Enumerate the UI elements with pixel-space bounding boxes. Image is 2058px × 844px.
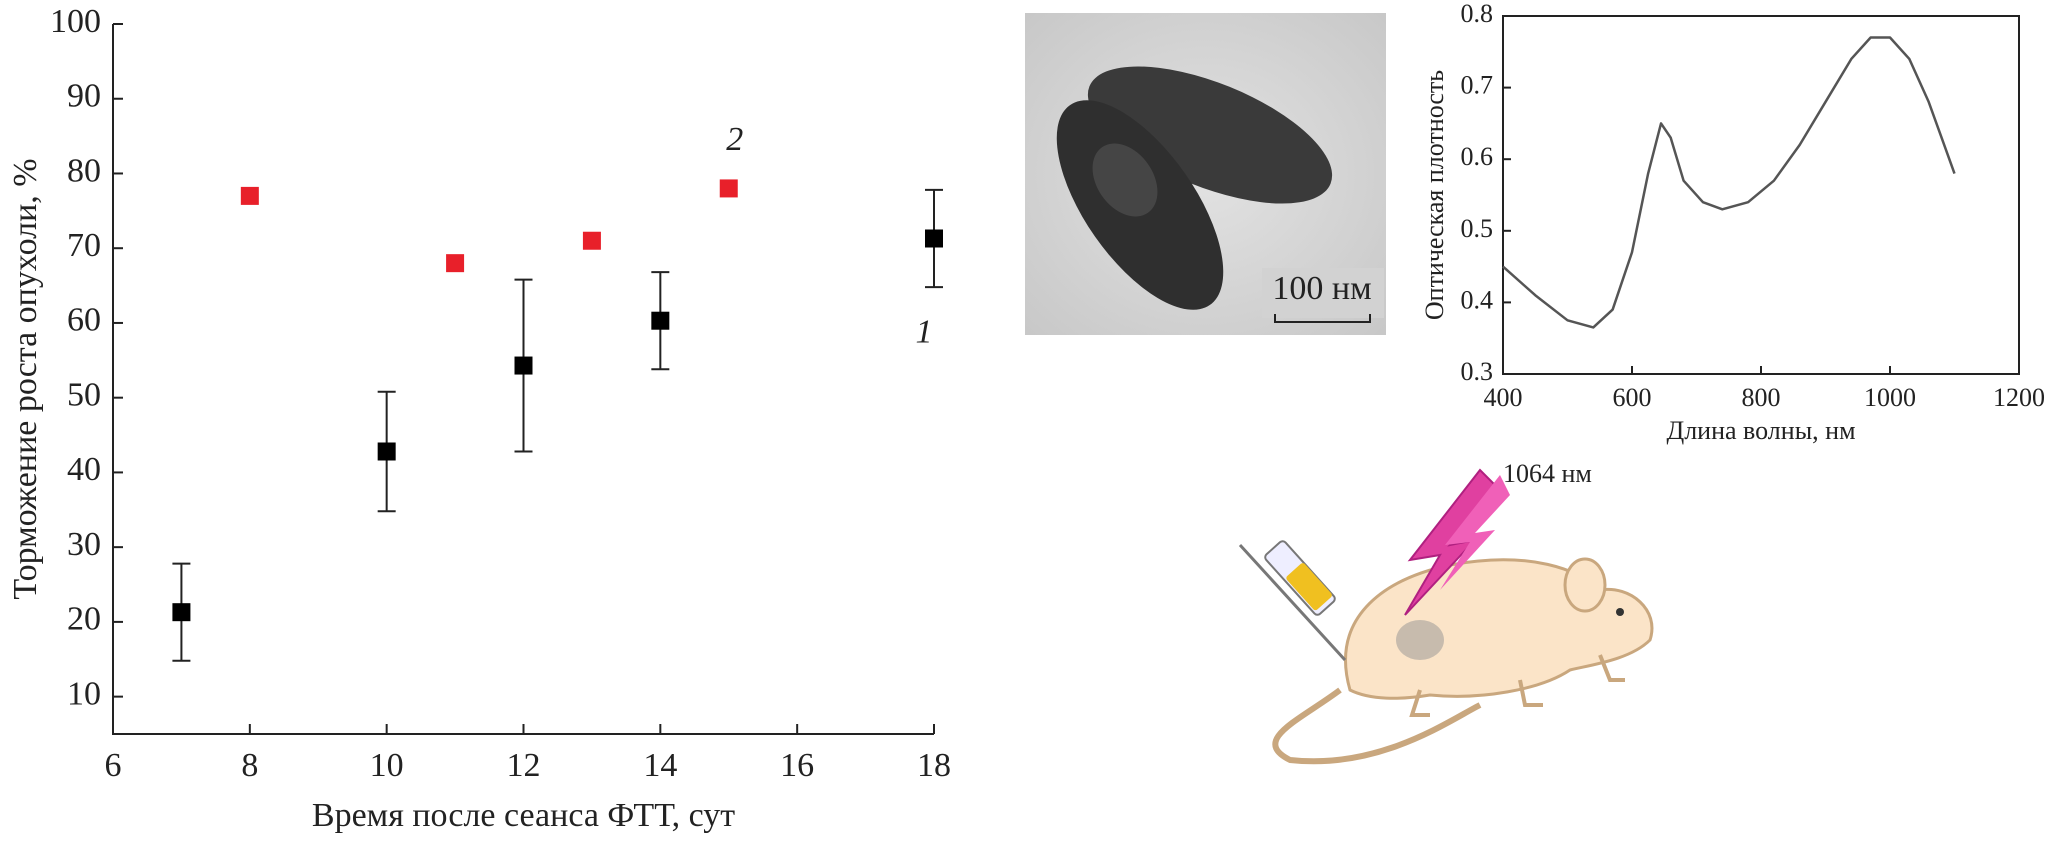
y-axis-title: Торможение роста опухоли, % [7,158,44,599]
y-tick-label: 30 [67,526,101,563]
data-point [446,254,465,273]
x-tick-label: 400 [1484,383,1523,412]
x-tick-label: 10 [370,747,404,784]
laser-bolt [1440,475,1510,590]
mouse-illustration: 1064 нм [1238,459,1654,765]
x-tick-label: 14 [643,747,677,784]
x-tick-label: 12 [507,747,541,784]
syringe-needle-line [1238,543,1347,662]
y-tick-label: 20 [67,601,101,638]
axis-frame [1502,15,2020,375]
laser-label: 1064 нм [1503,459,1592,488]
x-axis-title: Время после сеанса ФТТ, сут [312,797,735,834]
y-tick-label: 0.5 [1461,214,1494,243]
x-tick-label: 8 [241,747,258,784]
y-tick-label: 10 [67,675,101,712]
data-point [240,186,259,205]
data-point [172,603,191,622]
mouse-ear [1563,557,1607,613]
y-tick-label: 70 [67,227,101,264]
data-point [582,231,601,250]
x-tick-label: 16 [780,747,814,784]
y-tick-label: 0.3 [1461,357,1494,386]
data-point [719,179,738,198]
x-tick-label: 1200 [1993,383,2045,412]
micrograph: 100 нм [1025,13,1386,335]
tumor [1396,620,1444,660]
x-tick-label: 18 [917,747,951,784]
y-tick-label: 40 [67,451,101,488]
y-tick-label: 0.8 [1461,0,1494,28]
y-tick-label: 90 [67,78,101,115]
y-tick-label: 0.7 [1461,71,1494,100]
data-point [514,356,533,375]
x-tick-label: 1000 [1864,383,1916,412]
nanoparticle [1087,66,1333,204]
mouse-eye [1616,608,1624,616]
syringe-fluid [1286,563,1332,611]
scale-label: 100 нм [1272,270,1371,307]
y-tick-label: 0.4 [1461,285,1494,314]
series-label: 1 [916,313,933,350]
y-tick-label: 80 [67,152,101,189]
syringe [1238,540,1347,662]
scale-bar [1274,314,1371,323]
nanoparticle-highlight [1092,143,1158,217]
y-tick-label: 60 [67,302,101,339]
y-tick-label: 0.6 [1461,142,1494,171]
x-axis-title: Длина волны, нм [1666,416,1855,445]
y-tick-label: 50 [67,376,101,413]
x-tick-label: 6 [105,747,122,784]
mouse-tail [1272,687,1482,765]
scale-label-box [1262,268,1384,318]
spectrum-line [1502,36,1956,329]
data-point [377,442,396,461]
data-point [925,229,943,248]
series-label: 2 [726,121,743,158]
y-tick-label: 100 [50,3,101,40]
data-point [651,311,670,330]
x-tick-label: 600 [1613,383,1652,412]
x-tick-label: 800 [1742,383,1781,412]
y-axis-title: Оптическая плотность [1420,70,1449,320]
mouse-legs [1409,654,1625,717]
